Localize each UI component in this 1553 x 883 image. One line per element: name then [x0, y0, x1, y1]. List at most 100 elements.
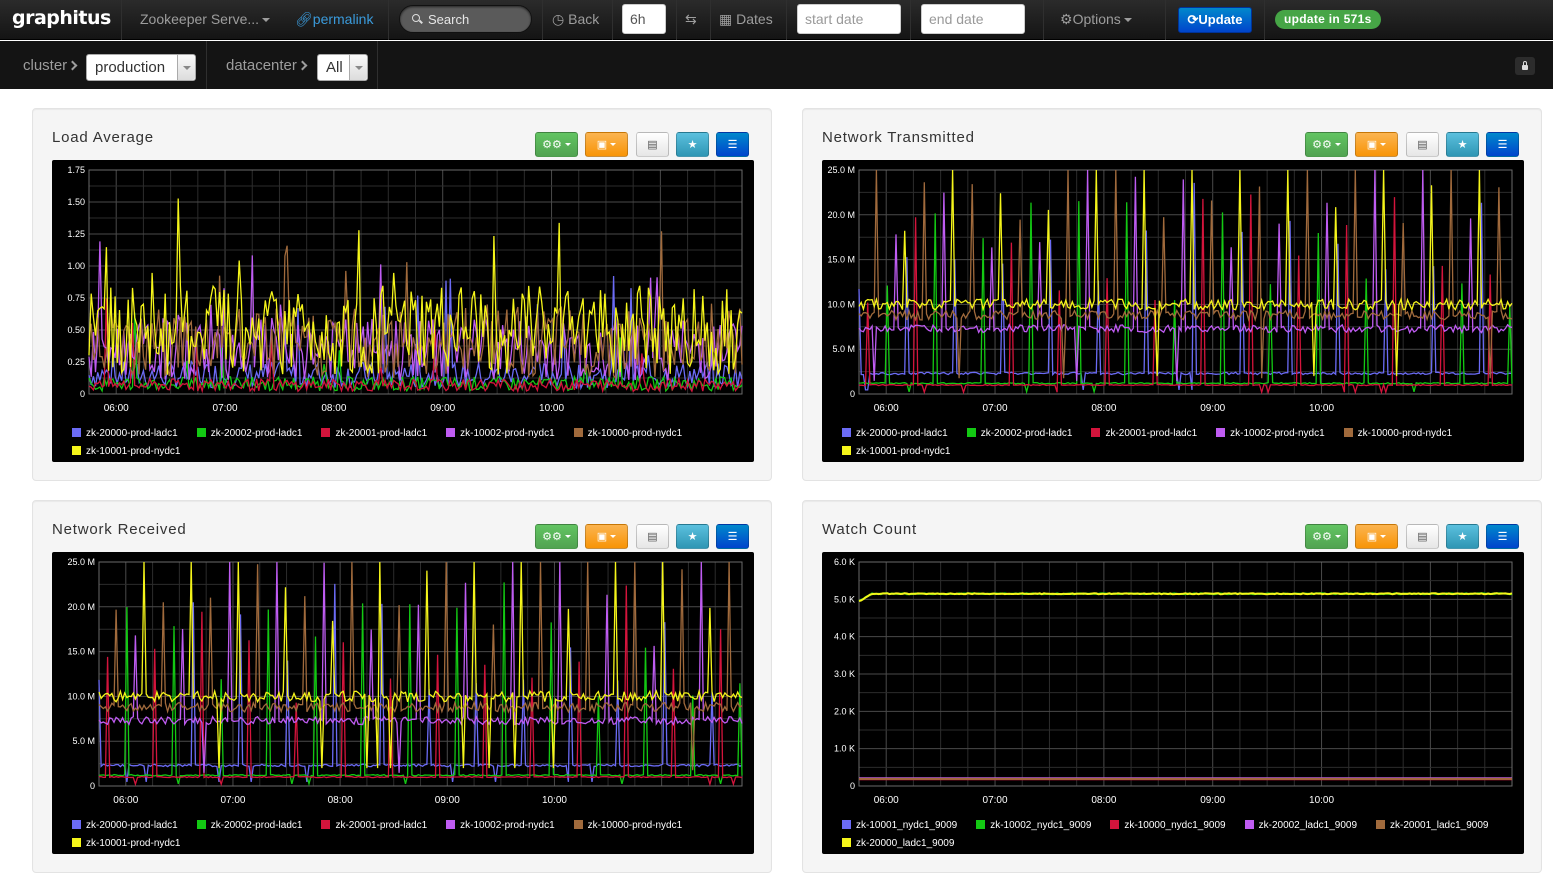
line-chart[interactable]: 25.0 M 20.0 M 15.0 M 10.0 M 5.0 M 0 06:00 07:00… [822, 160, 1524, 462]
export-image-button[interactable]: ▣ [1355, 132, 1398, 157]
search-input[interactable]: Search [399, 5, 532, 33]
y-tick-label: 5.0 M [832, 344, 855, 354]
chart-type-button[interactable]: ▤ [636, 132, 669, 157]
legend-label: zk-10002-prod-nydc1 [460, 428, 555, 439]
legend-item[interactable]: zk-20002-prod-ladc1 [196, 427, 302, 440]
export-image-button[interactable]: ▣ [1355, 524, 1398, 549]
legend-item[interactable]: zk-20002_ladc1_9009 [1244, 819, 1357, 832]
dashboard-title: Zookeeper Serve... [140, 11, 260, 27]
legend-item[interactable]: zk-10000-prod-nydc1 [1343, 427, 1452, 440]
permalink-link[interactable]: 🔗︎permalink [295, 11, 373, 28]
data-table-button[interactable]: ☰ [1486, 524, 1519, 549]
legend-item[interactable]: zk-10001-prod-nydc1 [72, 837, 181, 850]
favorite-button[interactable]: ★ [1446, 132, 1479, 157]
data-table-button[interactable]: ☰ [716, 132, 749, 157]
dashboard-menu[interactable]: Zookeeper Serve... [140, 11, 271, 27]
x-tick-label: 08:00 [1091, 795, 1116, 806]
export-image-button[interactable]: ▣ [585, 132, 628, 157]
chart-type-button[interactable]: ▤ [636, 524, 669, 549]
lock-icon [1523, 61, 1527, 66]
top-navbar: graphitus Zookeeper Serve... 🔗︎permalink… [0, 0, 1553, 40]
graph-panel: Load Average ⚙⚙ ▣ ▤ ★ ☰ 1.75 1.50 1.25 1.00 0.75 0.… [32, 108, 772, 481]
data-table-button[interactable]: ☰ [716, 524, 749, 549]
series-line [88, 198, 743, 376]
timeframe-input[interactable]: 6h [622, 4, 666, 34]
divider [1165, 0, 1166, 40]
start-date-input[interactable]: start date [797, 4, 901, 34]
update-button[interactable]: ⟳Update [1178, 7, 1252, 33]
y-tick-label: 25.0 M [827, 165, 855, 175]
swap-icon[interactable]: ⇆ [685, 11, 697, 27]
divider [1264, 0, 1265, 40]
data-table-button[interactable]: ☰ [1486, 132, 1519, 157]
gears-icon: ⚙⚙ [536, 525, 577, 548]
options-menu[interactable]: ⚙Options [1060, 11, 1132, 28]
panel-title: Load Average [52, 129, 154, 146]
list-icon: ☰ [1497, 139, 1508, 151]
x-tick-label: 07:00 [220, 795, 245, 806]
legend-swatch [842, 428, 851, 437]
legend-item[interactable]: zk-10000-prod-nydc1 [573, 819, 682, 832]
divider [542, 0, 543, 40]
legend-item[interactable]: zk-10000_nydc1_9009 [1110, 819, 1226, 832]
legend-item[interactable]: zk-20000-prod-ladc1 [72, 427, 178, 440]
legend-label: zk-20001-prod-ladc1 [1105, 428, 1198, 439]
legend-item[interactable]: zk-10002_nydc1_9009 [976, 819, 1091, 832]
settings-button[interactable]: ⚙⚙ [1305, 524, 1348, 549]
chart-svg: 25.0 M 20.0 M 15.0 M 10.0 M 5.0 M 0 06:00 07:00… [827, 165, 1513, 414]
legend-item[interactable]: zk-20002-prod-ladc1 [196, 819, 302, 832]
settings-button[interactable]: ⚙⚙ [535, 524, 578, 549]
legend-item[interactable]: zk-20000-prod-ladc1 [72, 819, 178, 832]
legend-item[interactable]: zk-10001-prod-nydc1 [842, 445, 951, 458]
update-label: Update [1198, 12, 1243, 27]
divider [377, 41, 378, 89]
legend-item[interactable]: zk-20000_ladc1_9009 [842, 837, 954, 850]
chart-grid [858, 561, 1513, 787]
end-date-input[interactable]: end date [921, 4, 1025, 34]
list-icon: ☰ [727, 531, 738, 543]
legend-item[interactable]: zk-10001-prod-nydc1 [72, 445, 181, 458]
legend-label: zk-10000-prod-nydc1 [587, 428, 683, 439]
favorite-button[interactable]: ★ [676, 524, 709, 549]
star-icon: ★ [1457, 531, 1468, 543]
legend-swatch [446, 820, 456, 829]
chart-type-button[interactable]: ▤ [1406, 524, 1439, 549]
y-tick-label: 5.0 K [834, 594, 855, 604]
legend-label: zk-10002-prod-nydc1 [1230, 428, 1325, 439]
datacenter-select[interactable]: All [317, 54, 368, 81]
legend-item[interactable]: zk-20001-prod-ladc1 [1091, 427, 1197, 440]
x-tick-label: 06:00 [874, 795, 899, 806]
legend-item[interactable]: zk-10000-prod-nydc1 [573, 427, 683, 440]
favorite-button[interactable]: ★ [676, 132, 709, 157]
back-button[interactable]: ◷ Back [552, 11, 599, 28]
chart-type-button[interactable]: ▤ [1406, 132, 1439, 157]
line-chart[interactable]: 25.0 M 20.0 M 15.0 M 10.0 M 5.0 M 0 06:00 07:00… [52, 552, 754, 854]
export-image-button[interactable]: ▣ [585, 524, 628, 549]
legend-item[interactable]: zk-20001-prod-ladc1 [321, 427, 427, 440]
legend-item[interactable]: zk-10002-prod-nydc1 [1216, 427, 1325, 440]
legend-item[interactable]: zk-20001_ladc1_9009 [1376, 819, 1488, 832]
favorite-button[interactable]: ★ [1446, 524, 1479, 549]
legend-swatch [842, 446, 851, 455]
dates-toggle[interactable]: ▦ Dates [719, 11, 773, 28]
legend-item[interactable]: zk-10002-prod-nydc1 [446, 819, 555, 832]
chevron-down-icon [349, 55, 367, 80]
chevron-down-icon [1123, 18, 1132, 23]
lock-button[interactable] [1515, 57, 1535, 75]
x-tick-label: 07:00 [983, 795, 1008, 806]
cluster-select[interactable]: production [86, 54, 196, 81]
line-chart[interactable]: 6.0 K 5.0 K 4.0 K 3.0 K 2.0 K 1.0 K 0 06:00 07:0… [822, 552, 1524, 854]
line-chart[interactable]: 1.75 1.50 1.25 1.00 0.75 0.50 0.25 0 06:00 07:00 0… [52, 160, 754, 462]
legend-item[interactable]: zk-20001-prod-ladc1 [321, 819, 427, 832]
settings-button[interactable]: ⚙⚙ [1305, 132, 1348, 157]
update-countdown-badge: update in 571s [1275, 10, 1381, 29]
legend-item[interactable]: zk-10001_nydc1_9009 [842, 819, 957, 832]
legend-swatch [72, 820, 81, 829]
legend-item[interactable]: zk-20002-prod-ladc1 [966, 427, 1072, 440]
legend-swatch [573, 820, 583, 829]
brand-logo[interactable]: graphitus [12, 7, 111, 29]
chevron-right-icon [67, 60, 78, 71]
legend-item[interactable]: zk-20000-prod-ladc1 [842, 427, 948, 440]
legend-item[interactable]: zk-10002-prod-nydc1 [446, 427, 555, 440]
settings-button[interactable]: ⚙⚙ [535, 132, 578, 157]
